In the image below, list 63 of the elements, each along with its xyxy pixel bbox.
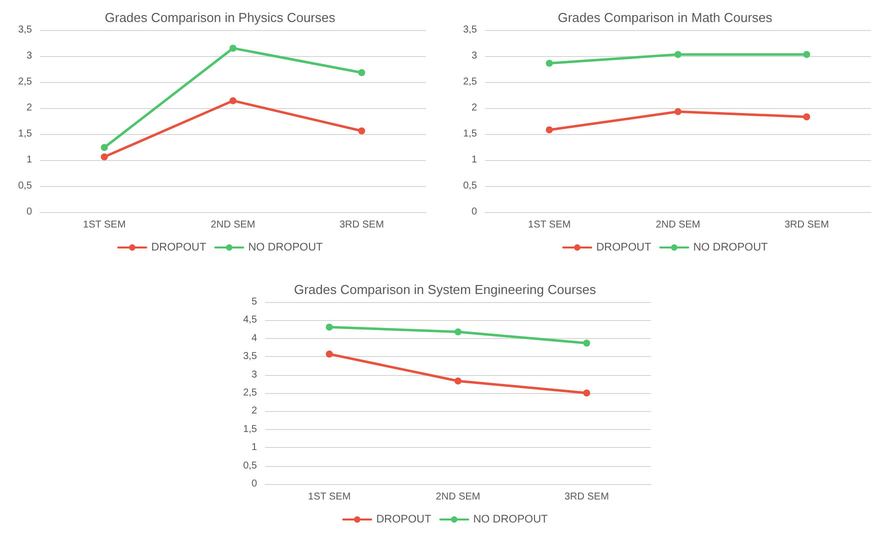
y-tick-label: 0,5 [243,460,258,472]
point [583,340,590,347]
legend-label: DROPOUT [151,242,207,254]
y-tick-label: 2,5 [463,76,478,88]
x-tick-label: 2ND SEM [436,492,480,502]
point [454,328,462,336]
point [230,97,236,104]
point [100,144,108,152]
legend-label: NO DROPOUT [248,242,324,254]
y-tick-label: 0 [471,206,478,218]
x-tick-label: 2ND SEM [210,220,256,230]
y-tick-label: 0 [26,206,32,218]
point [230,44,236,52]
y-tick-label: 1,5 [463,128,478,140]
x-tick-label: 2ND SEM [656,220,700,230]
y-tick-label: 4,5 [243,314,258,326]
y-tick-label: 1 [26,154,32,166]
point [546,60,553,67]
point [674,50,682,58]
point [326,350,333,358]
point [358,69,366,76]
y-tick-label: 3 [26,50,32,62]
x-tick-label: 3RD SEM [339,220,384,230]
y-tick-label: 2 [26,102,32,114]
chart-title: Grades Comparison in Physics Courses [104,10,336,25]
point [674,108,682,116]
point [546,126,553,134]
y-tick-label: 0,5 [18,180,32,192]
legend-label: DROPOUT [376,514,432,526]
y-tick-label: 2 [471,102,478,114]
y-tick-label: 1,5 [243,424,258,435]
y-tick-label: 1,5 [18,128,32,140]
point [454,377,462,384]
y-tick-label: 3,5 [243,351,258,362]
x-tick-label: 3RD SEM [564,492,609,502]
y-tick-label: 2 [251,406,258,417]
y-tick-label: 0,5 [463,180,478,192]
legend-label: DROPOUT [596,242,652,254]
point [803,50,810,58]
chart-title: Grades Comparison in Math Courses [558,10,773,25]
legend-label: NO DROPOUT [693,242,768,254]
y-tick-label: 1 [251,442,258,454]
point [100,153,108,160]
y-tick-label: 2,5 [243,388,258,398]
x-tick-label: 1ST SEM [308,492,351,502]
y-tick-label: 2,5 [18,76,32,88]
y-tick-label: 1 [471,154,478,166]
y-tick-label: 3 [471,50,478,62]
point [803,113,810,120]
point [358,127,366,134]
y-tick-label: 3,5 [18,24,32,36]
point [326,324,333,331]
y-tick-label: 4 [251,332,258,344]
x-tick-label: 1ST SEM [528,220,571,230]
y-tick-label: 3 [251,369,258,380]
chart-title: Grades Comparison in System Engineering Courses [294,282,597,297]
legend-label: NO DROPOUT [473,514,548,526]
x-tick-label: 3RD SEM [784,220,829,230]
y-tick-label: 5 [251,296,258,308]
x-tick-label: 1ST SEM [83,220,126,230]
y-tick-label: 0 [251,478,258,490]
point [583,390,590,396]
y-tick-label: 3,5 [463,24,478,36]
